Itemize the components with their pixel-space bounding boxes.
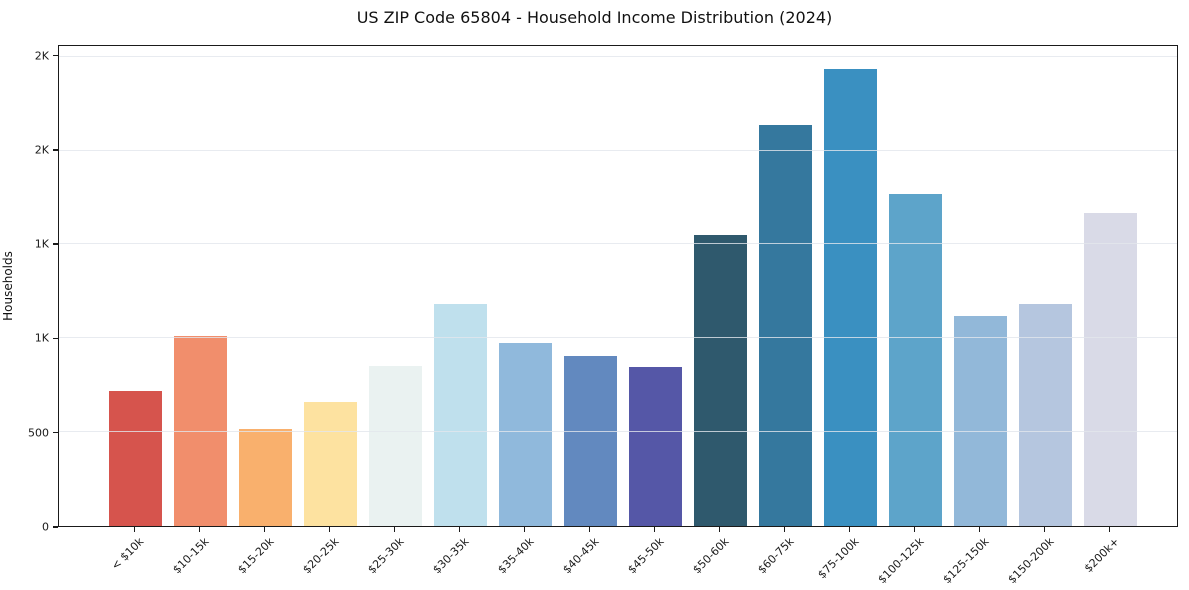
x-tick-mark [913, 527, 916, 532]
x-tick-label: $45-50k [625, 535, 667, 577]
bar-$60-75k [759, 125, 812, 526]
x-tick-mark [133, 527, 136, 532]
x-tick-mark [1043, 527, 1046, 532]
y-tick-mark [53, 526, 58, 528]
bar-band [233, 46, 298, 526]
bar-$15-20k [239, 429, 292, 526]
x-tick-mark [523, 527, 526, 532]
y-axis-label: Households [1, 251, 15, 321]
y-tick-label: 0 [42, 520, 49, 534]
chart-title: US ZIP Code 65804 - Household Income Dis… [356, 8, 833, 27]
x-tick-label: $100-125k [875, 535, 927, 587]
bar-band [883, 46, 948, 526]
x-tick-mark [1108, 527, 1111, 532]
x-tick-mark [848, 527, 851, 532]
bars-layer [103, 46, 1143, 526]
bar-band [688, 46, 753, 526]
bar-band [103, 46, 168, 526]
y-tick-label: 1K [34, 331, 49, 345]
bar-$10-15k [174, 335, 227, 526]
x-tick-mark [978, 527, 981, 532]
y-tick-mark [53, 431, 58, 434]
x-tick-mark [458, 527, 461, 532]
y-tick-mark [53, 243, 58, 245]
x-tick-label: $60-75k [755, 535, 797, 577]
bar-$75-100k [824, 68, 877, 526]
bar-$150-200k [1019, 303, 1072, 526]
x-tick-mark [263, 527, 266, 532]
bar-band [948, 46, 1013, 526]
bar-$20-25k [304, 402, 357, 526]
x-tick-label: $40-45k [560, 535, 602, 577]
x-tick-mark [328, 527, 331, 532]
bar-band [493, 46, 558, 526]
bar-band [298, 46, 363, 526]
bar-band [623, 46, 688, 526]
bar-band [428, 46, 493, 526]
x-tick-label: $75-100k [815, 535, 862, 582]
x-tick-label: $15-20k [235, 535, 277, 577]
y-tick-mark [53, 54, 58, 57]
y-tick-label: 2K [34, 143, 49, 157]
bar-band [753, 46, 818, 526]
x-tick-label: $10-15k [170, 535, 212, 577]
x-tick-mark [393, 527, 396, 532]
x-tick-label: $50-60k [690, 535, 732, 577]
bar-$50-60k [694, 235, 747, 526]
x-tick-label: $20-25k [300, 535, 342, 577]
bar-$25-30k [369, 366, 422, 526]
x-tick-label: $200k+ [1081, 535, 1122, 576]
x-tick-mark [588, 527, 591, 532]
y-tick-mark [53, 337, 58, 340]
x-tick-label: $125-150k [940, 535, 992, 587]
bar-$35-40k [499, 342, 552, 526]
y-tick-label: 1K [34, 237, 49, 251]
x-tick-label: $30-35k [430, 535, 472, 577]
bar-band [558, 46, 623, 526]
bar-$40-45k [564, 356, 617, 526]
bar-band [818, 46, 883, 526]
bar-band [363, 46, 428, 526]
bar-< $10k [109, 390, 162, 526]
bar-band [168, 46, 233, 526]
x-tick-mark [198, 527, 201, 532]
bar-$200k+ [1084, 212, 1137, 526]
x-tick-label: $35-40k [495, 535, 537, 577]
x-tick-label: $150-200k [1005, 535, 1057, 587]
x-tick-mark [783, 527, 786, 532]
bar-$30-35k [434, 303, 487, 526]
x-tick-mark [653, 527, 656, 532]
y-tick-mark [53, 149, 58, 151]
bar-band [1013, 46, 1078, 526]
bar-$100-125k [889, 193, 942, 526]
x-tick-label: $25-30k [365, 535, 407, 577]
y-tick-label: 2K [34, 49, 49, 63]
y-tick-label: 500 [28, 426, 49, 440]
plot-area [58, 45, 1178, 527]
bar-band [1078, 46, 1143, 526]
x-tick-mark [718, 527, 721, 532]
bar-$125-150k [954, 315, 1007, 526]
x-tick-label: < $10k [109, 535, 147, 573]
bar-$45-50k [629, 367, 682, 526]
